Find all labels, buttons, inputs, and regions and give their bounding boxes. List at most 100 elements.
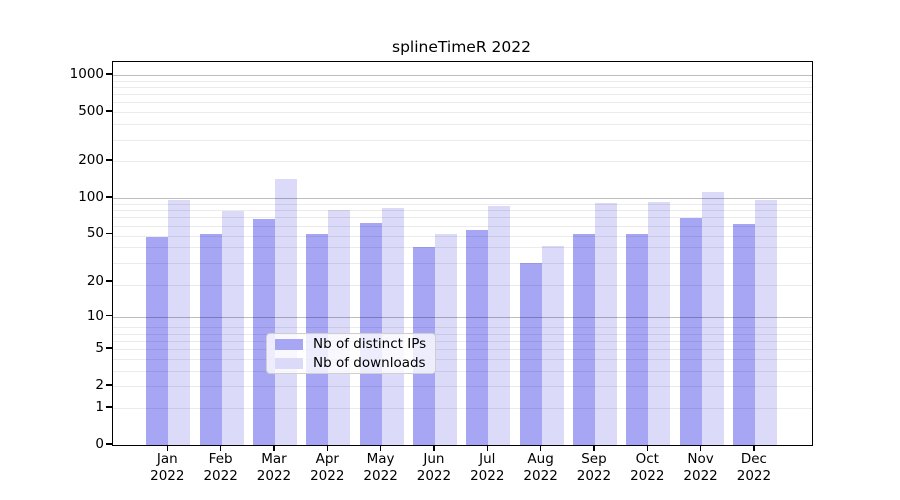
gridline-major — [113, 316, 812, 318]
x-axis-tick-label: Aug 2022 — [523, 451, 558, 484]
chart-title: splineTimeR 2022 — [392, 38, 531, 56]
y-axis-tick-label: 5 — [95, 340, 104, 357]
legend-swatch-distinct-ips-icon — [275, 338, 303, 350]
bar-distinct-ips-aug — [519, 262, 542, 445]
y-axis-tick-label: 0 — [95, 436, 104, 452]
gridline-minor — [113, 112, 812, 114]
y-axis-tick — [106, 314, 112, 317]
legend-label-downloads: Nb of downloads — [313, 355, 426, 371]
y-axis-tick — [106, 406, 112, 408]
gridline-minor — [113, 386, 812, 388]
x-axis-tick-label: Jun 2022 — [416, 451, 452, 484]
y-axis-tick — [106, 347, 112, 349]
gridline-minor — [113, 80, 812, 82]
bar-distinct-ips-jul — [466, 230, 489, 445]
x-axis-tick-label: Dec 2022 — [736, 451, 772, 484]
bar-downloads-sep — [594, 202, 617, 445]
bar-downloads-oct — [648, 201, 671, 445]
x-axis-tick — [486, 445, 489, 451]
y-axis-tick — [106, 73, 112, 75]
legend-item-downloads: Nb of downloads — [267, 355, 435, 371]
gridline-minor — [113, 87, 812, 89]
y-axis-tick-label: 1000 — [69, 66, 104, 83]
y-axis-tick-label: 500 — [78, 103, 104, 120]
x-axis-tick — [753, 445, 755, 451]
x-axis-tick — [219, 445, 222, 451]
gridline-minor — [113, 139, 812, 141]
legend: Nb of distinct IPs Nb of downloads — [266, 333, 436, 374]
bar-downloads-feb — [221, 211, 244, 445]
x-axis-tick — [273, 445, 275, 451]
x-axis-tick — [326, 445, 329, 451]
gridline-minor — [113, 210, 812, 212]
gridline-minor — [113, 284, 812, 286]
gridline-minor — [113, 358, 812, 360]
x-axis-tick-label: Jul 2022 — [470, 451, 505, 484]
bar-downloads-dec — [754, 200, 777, 445]
y-axis-tick — [106, 196, 112, 198]
x-axis-tick-label: May 2022 — [363, 451, 398, 484]
gridline-minor — [113, 349, 812, 351]
bar-downloads-may — [381, 208, 404, 445]
bar-distinct-ips-mar — [252, 219, 275, 445]
gridline-minor — [113, 204, 812, 206]
gridline-minor — [113, 407, 812, 409]
x-axis-tick-label: Nov 2022 — [683, 451, 718, 484]
x-axis-tick — [433, 445, 435, 451]
legend-swatch-downloads-icon — [275, 357, 303, 369]
y-axis-tick — [106, 159, 112, 161]
y-axis-tick-label: 20 — [86, 272, 104, 289]
plot-area — [112, 61, 813, 446]
y-axis-tick — [106, 110, 112, 112]
bar-distinct-ips-nov — [679, 218, 702, 445]
gridline-minor — [113, 370, 812, 372]
bar-downloads-mar — [274, 179, 297, 445]
y-axis-tick — [106, 232, 112, 235]
gridline-major — [113, 75, 812, 77]
bar-downloads-jul — [488, 206, 511, 445]
bar-downloads-nov — [701, 191, 724, 445]
bar-downloads-jan — [168, 200, 191, 445]
gridline-minor — [113, 235, 812, 237]
x-axis-tick-label: Sep 2022 — [576, 451, 612, 484]
x-axis-tick-label: Oct 2022 — [630, 451, 665, 484]
bar-downloads-jun — [434, 234, 457, 445]
legend-label-distinct-ips: Nb of distinct IPs — [313, 336, 427, 352]
x-axis-tick — [539, 445, 542, 451]
gridline-minor — [113, 247, 812, 249]
x-axis-tick — [379, 445, 382, 451]
bar-distinct-ips-dec — [732, 223, 755, 445]
y-axis-tick — [106, 384, 112, 386]
x-axis-tick-label: Feb 2022 — [203, 451, 238, 484]
y-axis-tick-label: 10 — [86, 307, 104, 324]
x-axis-tick-label: Jan 2022 — [150, 451, 185, 484]
x-axis-tick — [646, 445, 649, 451]
gridline-minor — [113, 327, 812, 329]
bar-distinct-ips-feb — [199, 234, 222, 445]
gridline-minor — [113, 217, 812, 219]
bar-downloads-aug — [541, 246, 564, 445]
y-axis-tick-label: 200 — [78, 152, 104, 169]
gridline-minor — [113, 333, 812, 335]
legend-item-distinct-ips: Nb of distinct IPs — [267, 336, 435, 352]
x-axis-tick — [166, 445, 169, 451]
y-axis-tick-label: 2 — [95, 377, 104, 394]
x-axis-tick — [699, 445, 702, 451]
gridline-minor — [113, 94, 812, 96]
y-axis-tick-label: 100 — [78, 188, 104, 205]
bar-distinct-ips-sep — [572, 234, 595, 445]
gridline-minor — [113, 102, 812, 104]
x-axis-tick — [593, 445, 595, 451]
x-axis-tick-label: Mar 2022 — [256, 451, 292, 484]
gridline-minor — [113, 262, 812, 264]
gridline-major — [113, 197, 812, 199]
y-axis-tick — [106, 443, 112, 445]
gridline-minor — [113, 161, 812, 163]
x-axis-tick-label: Apr 2022 — [310, 451, 345, 484]
gridline-minor — [113, 340, 812, 342]
bar-downloads-apr — [328, 210, 351, 445]
gridline-minor — [113, 225, 812, 227]
y-axis-tick-label: 1 — [95, 398, 104, 415]
gridline-minor — [113, 124, 812, 126]
